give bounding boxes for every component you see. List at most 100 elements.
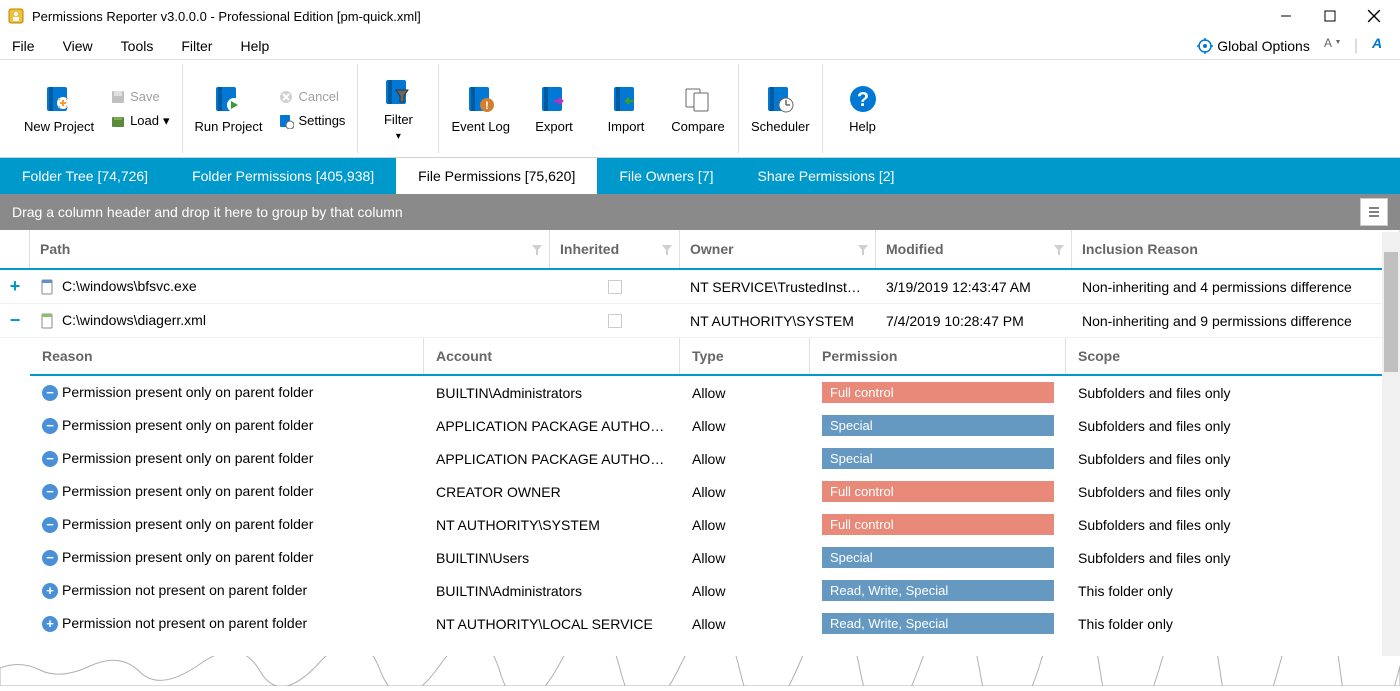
expand-toggle[interactable]: + — [0, 276, 30, 297]
detail-cell-permission: Full control — [810, 481, 1066, 502]
detail-cell-permission: Special — [810, 547, 1066, 568]
filter-icon[interactable] — [531, 243, 543, 255]
run-project-button[interactable]: Run Project — [195, 83, 263, 134]
detail-cell-reason: −Permission present only on parent folde… — [30, 549, 424, 566]
save-button[interactable]: Save — [110, 89, 169, 105]
menu-filter[interactable]: Filter — [181, 38, 212, 54]
import-button[interactable]: Import — [598, 83, 654, 134]
expand-column-header — [0, 230, 30, 268]
detail-cell-type: Allow — [680, 517, 810, 533]
detail-cell-scope: Subfolders and files only — [1066, 484, 1400, 500]
column-header-modified[interactable]: Modified — [876, 230, 1072, 268]
tab-file-owners[interactable]: File Owners [7] — [597, 158, 735, 194]
permission-badge: Read, Write, Special — [822, 580, 1054, 601]
tab-folder-tree[interactable]: Folder Tree [74,726] — [0, 158, 170, 194]
tab-file-permissions[interactable]: File Permissions [75,620] — [396, 158, 597, 194]
filter-icon — [382, 76, 414, 108]
column-header-path[interactable]: Path — [30, 230, 550, 268]
new-project-button[interactable]: New Project — [24, 83, 94, 134]
settings-button[interactable]: Settings — [278, 113, 345, 129]
column-header-inherited[interactable]: Inherited — [550, 230, 680, 268]
detail-header-scope[interactable]: Scope — [1066, 338, 1400, 374]
ribbon-toolbar: New Project Save Load ▾ Run Project Canc… — [0, 60, 1400, 158]
export-icon — [538, 83, 570, 115]
checkbox-icon — [608, 280, 622, 294]
load-label: Load — [130, 113, 159, 128]
menu-view[interactable]: View — [63, 38, 93, 54]
column-header-inclusion[interactable]: Inclusion Reason — [1072, 230, 1400, 268]
detail-cell-scope: Subfolders and files only — [1066, 550, 1400, 566]
compare-button[interactable]: Compare — [670, 83, 726, 134]
detail-row[interactable]: −Permission present only on parent folde… — [30, 376, 1400, 409]
detail-cell-reason: −Permission present only on parent folde… — [30, 450, 424, 467]
detail-header-account[interactable]: Account — [424, 338, 680, 374]
detail-cell-scope: Subfolders and files only — [1066, 418, 1400, 434]
export-button[interactable]: Export — [526, 83, 582, 134]
gear-icon — [1197, 38, 1213, 54]
file-row[interactable]: + C:\windows\bfsvc.exe NT SERVICE\Truste… — [0, 270, 1400, 304]
scrollbar-thumb[interactable] — [1384, 252, 1398, 372]
detail-row[interactable]: +Permission not present on parent folder… — [30, 574, 1400, 607]
detail-row[interactable]: −Permission present only on parent folde… — [30, 442, 1400, 475]
groupby-bar[interactable]: Drag a column header and drop it here to… — [0, 194, 1400, 230]
font-style-icon[interactable]: A — [1370, 35, 1388, 56]
minus-circle-icon: − — [42, 550, 58, 566]
vertical-scrollbar[interactable] — [1382, 232, 1400, 686]
tab-folder-permissions[interactable]: Folder Permissions [405,938] — [170, 158, 396, 194]
detail-cell-permission: Read, Write, Special — [810, 613, 1066, 634]
filter-button[interactable]: Filter ▾ — [370, 76, 426, 142]
cell-owner: NT AUTHORITY\SYSTEM — [680, 313, 876, 329]
cell-inclusion: Non-inheriting and 9 permissions differe… — [1072, 313, 1400, 329]
help-button[interactable]: ? Help — [835, 83, 891, 134]
detail-cell-type: Allow — [680, 451, 810, 467]
font-dropdown-icon[interactable]: A — [1322, 35, 1342, 56]
run-project-label: Run Project — [195, 119, 263, 134]
detail-row[interactable]: +Permission not present on parent folder… — [30, 607, 1400, 640]
groupby-menu-button[interactable] — [1360, 198, 1388, 226]
detail-cell-reason: +Permission not present on parent folder — [30, 615, 424, 632]
tab-strip: Folder Tree [74,726] Folder Permissions … — [0, 158, 1400, 194]
tab-share-permissions[interactable]: Share Permissions [2] — [736, 158, 917, 194]
detail-header-permission[interactable]: Permission — [810, 338, 1066, 374]
help-icon: ? — [847, 83, 879, 115]
global-options-button[interactable]: Global Options — [1197, 38, 1310, 54]
minimize-button[interactable] — [1276, 6, 1296, 26]
close-button[interactable] — [1364, 6, 1384, 26]
cancel-button[interactable]: Cancel — [278, 89, 345, 105]
scheduler-label: Scheduler — [751, 119, 810, 134]
detail-row[interactable]: −Permission present only on parent folde… — [30, 409, 1400, 442]
scheduler-button[interactable]: Scheduler — [751, 83, 810, 134]
expand-toggle[interactable]: − — [0, 310, 30, 331]
plus-circle-icon: + — [42, 616, 58, 632]
detail-cell-reason: −Permission present only on parent folde… — [30, 417, 424, 434]
cell-owner: NT SERVICE\TrustedInsta... — [680, 279, 876, 295]
cell-inclusion: Non-inheriting and 4 permissions differe… — [1072, 279, 1400, 295]
detail-row[interactable]: −Permission present only on parent folde… — [30, 541, 1400, 574]
minus-circle-icon: − — [42, 517, 58, 533]
menu-file[interactable]: File — [12, 38, 35, 54]
maximize-button[interactable] — [1320, 6, 1340, 26]
menu-tools[interactable]: Tools — [121, 38, 154, 54]
minus-circle-icon: − — [42, 418, 58, 434]
detail-header-reason[interactable]: Reason — [30, 338, 424, 374]
load-icon — [110, 113, 126, 129]
minus-circle-icon: − — [42, 451, 58, 467]
file-row[interactable]: − C:\windows\diagerr.xml NT AUTHORITY\SY… — [0, 304, 1400, 338]
settings-label: Settings — [298, 113, 345, 128]
column-header-owner[interactable]: Owner — [680, 230, 876, 268]
filter-icon[interactable] — [1053, 243, 1065, 255]
menu-help[interactable]: Help — [240, 38, 269, 54]
cancel-label: Cancel — [298, 89, 338, 104]
filter-icon[interactable] — [857, 243, 869, 255]
detail-row[interactable]: −Permission present only on parent folde… — [30, 475, 1400, 508]
filter-icon[interactable] — [661, 243, 673, 255]
permission-badge: Special — [822, 448, 1054, 469]
detail-cell-scope: This folder only — [1066, 616, 1400, 632]
detail-cell-account: BUILTIN\Administrators — [424, 583, 680, 599]
import-icon — [610, 83, 642, 115]
load-button[interactable]: Load ▾ — [110, 113, 169, 129]
detail-row[interactable]: −Permission present only on parent folde… — [30, 508, 1400, 541]
detail-header-type[interactable]: Type — [680, 338, 810, 374]
minus-circle-icon: − — [42, 385, 58, 401]
event-log-button[interactable]: ! Event Log — [451, 83, 510, 134]
